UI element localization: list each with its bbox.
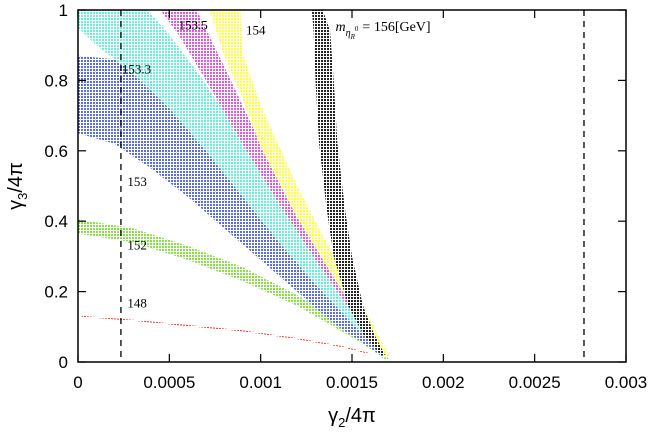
x-tick-label: 0.0015 [326, 373, 378, 392]
band-labels: 148 152 153 153.3 153.5 154 mηR0 = 156[GeV] [122, 17, 431, 310]
band-label-148: 148 [127, 295, 147, 310]
x-tick-label: 0.0005 [143, 373, 195, 392]
y-tick-label: 0.8 [44, 71, 68, 90]
band-label-153: 153 [127, 174, 147, 189]
vertical-dashed-lines [120, 10, 585, 362]
band-label-153-3: 153.3 [122, 61, 151, 76]
x-tick-label: 0.003 [605, 373, 648, 392]
x-tick-label: 0.002 [422, 373, 465, 392]
axis-ticks: 0 0.0005 0.001 0.0015 0.002 0.0025 0.003 0 0.2 0.… [44, 1, 647, 392]
y-tick-label: 0.4 [44, 212, 68, 231]
x-axis-title: γ2/4π [328, 405, 376, 430]
band-label-152: 152 [127, 237, 147, 252]
band-152 [78, 219, 389, 361]
y-axis-title: γ3/4π [5, 162, 30, 210]
band-m-R-0-156-GeV [311, 10, 385, 355]
band-153 [78, 55, 389, 359]
y-tick-label: 0 [59, 353, 68, 372]
band-153.3 [78, 10, 389, 359]
band-label-mass: mηR0 = 156[GeV] [336, 20, 431, 41]
x-tick-label: 0.0025 [509, 373, 561, 392]
x-tick-label: 0 [73, 373, 82, 392]
band-label-154: 154 [246, 23, 266, 38]
x-tick-label: 0.001 [239, 373, 282, 392]
y-tick-label: 1 [59, 1, 68, 20]
region-bands [78, 10, 389, 361]
band-label-153-5: 153.5 [178, 17, 207, 32]
band-154 [209, 10, 389, 359]
y-tick-label: 0.2 [44, 283, 68, 302]
y-tick-label: 0.6 [44, 142, 68, 161]
